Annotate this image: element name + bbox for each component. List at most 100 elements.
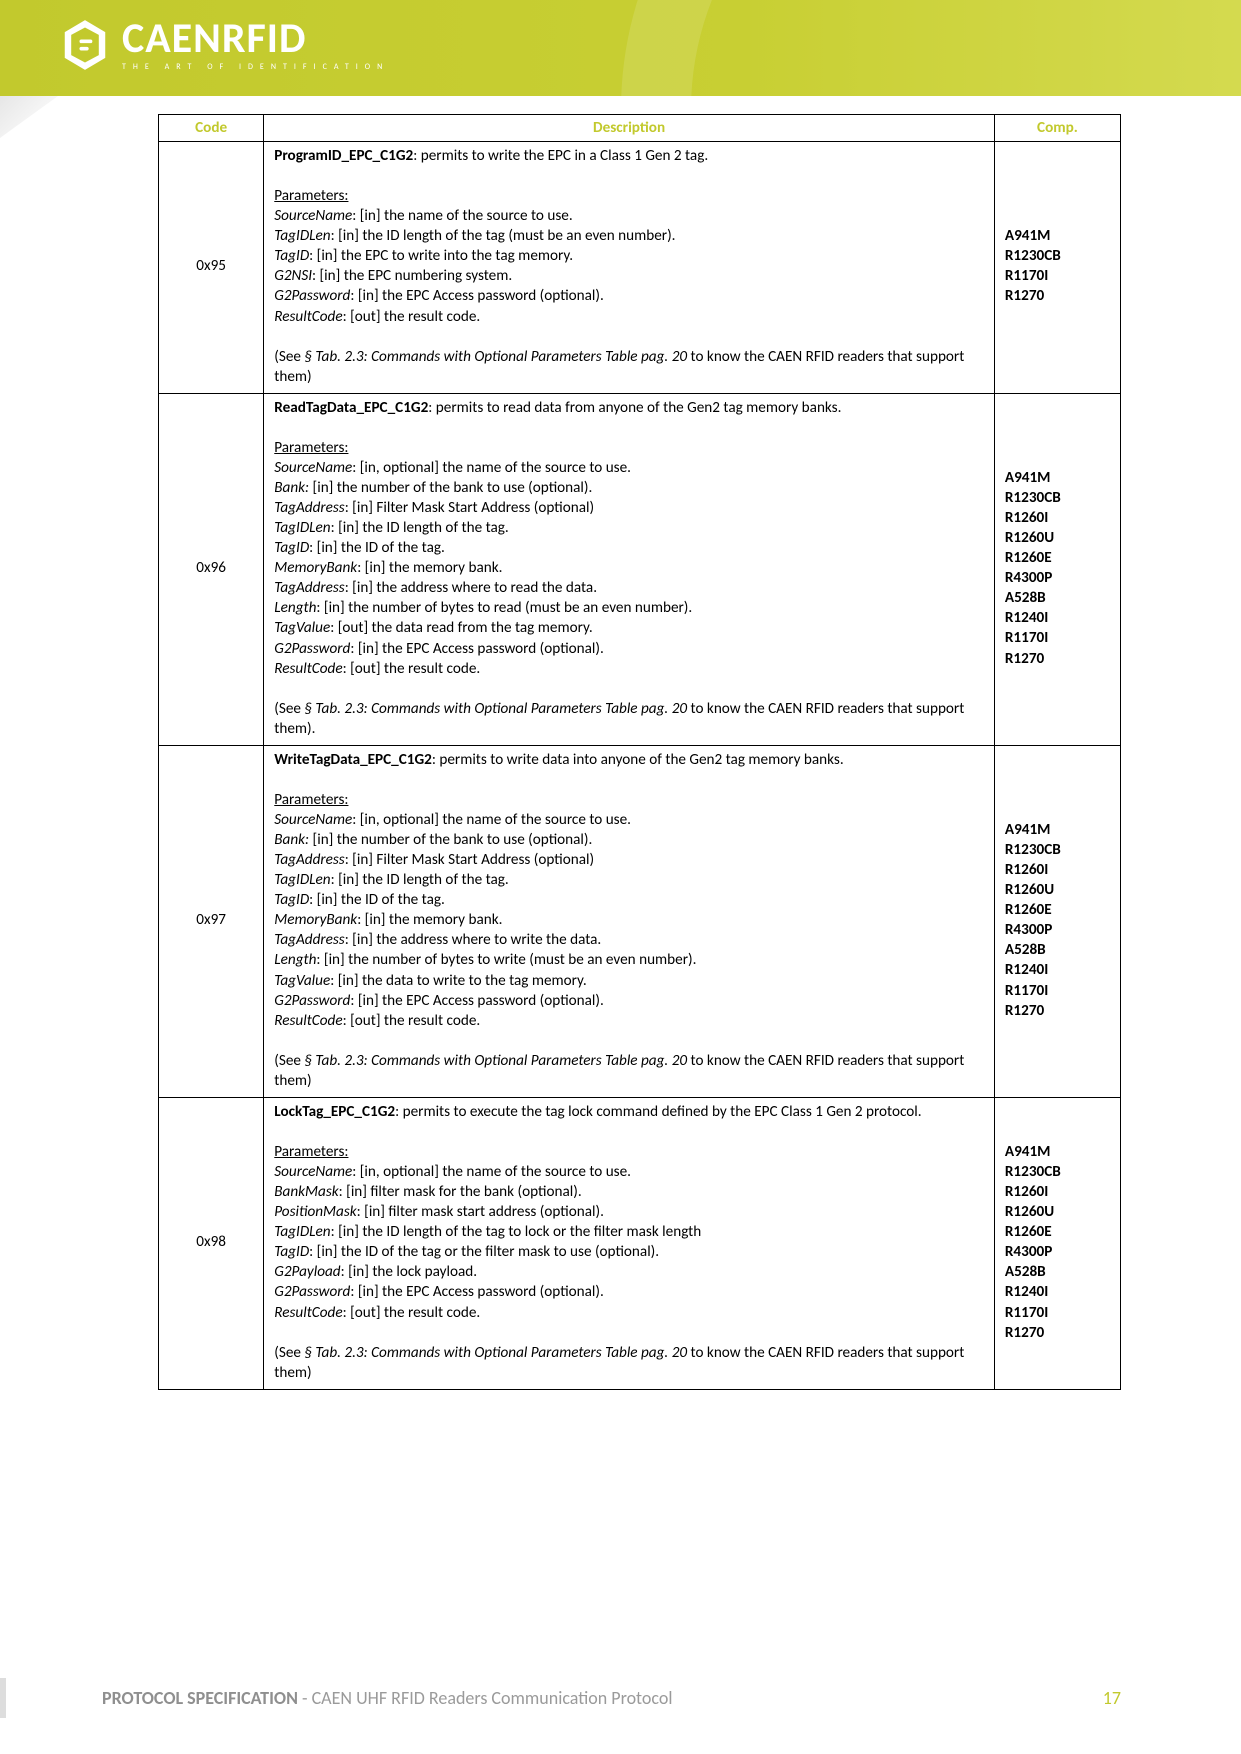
parameter-name: TagID [274,539,309,557]
parameter-line: G2Password: [in] the EPC Access password… [274,639,984,659]
parameter-line: TagIDLen: [in] the ID length of the tag … [274,1222,984,1242]
compatible-reader: R1270 [1005,286,1110,306]
parameter-name: Bank: [274,831,309,849]
compatible-reader: R1230CB [1005,488,1110,508]
parameter-line: Length: [in] the number of bytes to read… [274,598,984,618]
parameter-line: ResultCode: [out] the result code. [274,307,984,327]
parameter-line: ResultCode: [out] the result code. [274,1303,984,1323]
compatible-reader: A941M [1005,820,1110,840]
parameter-line: TagID: [in] the ID of the tag. [274,890,984,910]
see-note: (See § Tab. 2.3: Commands with Optional … [274,1051,984,1091]
parameter-name: TagAddress [274,499,344,517]
compatible-reader: R1240I [1005,608,1110,628]
command-title: LockTag_EPC_C1G2 [274,1103,395,1121]
parameters-header: Parameters: [274,438,984,458]
parameter-line: ResultCode: [out] the result code. [274,1011,984,1031]
page: CAENRFID THE ART OF IDENTIFICATION Code … [0,0,1241,1754]
compatible-reader: R1230CB [1005,840,1110,860]
parameter-line: TagValue: [out] the data read from the t… [274,618,984,638]
parameter-line: SourceName: [in, optional] the name of t… [274,458,984,478]
compatible-reader: R1240I [1005,1282,1110,1302]
parameter-name: TagIDLen [274,227,330,245]
see-reference: § Tab. 2.3: Commands with Optional Param… [304,1052,687,1070]
parameter-name: BankMask [274,1183,338,1201]
parameter-name: TagIDLen [274,871,330,889]
parameter-line: TagIDLen: [in] the ID length of the tag … [274,226,984,246]
parameter-line: G2Password: [in] the EPC Access password… [274,991,984,1011]
parameter-name: TagAddress [274,851,344,869]
parameter-name: G2Payload [274,1263,340,1281]
parameter-line: G2Payload: [in] the lock payload. [274,1262,984,1282]
page-footer: PROTOCOL SPECIFICATION - CAEN UHF RFID R… [0,1678,1241,1718]
parameter-name: TagIDLen [274,519,330,537]
compatible-reader: R4300P [1005,920,1110,940]
footer-rest: - CAEN UHF RFID Readers Communication Pr… [298,1687,673,1709]
parameter-line: SourceName: [in, optional] the name of t… [274,810,984,830]
compatible-reader: A528B [1005,1262,1110,1282]
compatible-reader: A528B [1005,588,1110,608]
parameter-name: G2Password [274,640,350,658]
parameter-name: Length [274,951,316,969]
footer-bold: PROTOCOL SPECIFICATION [102,1687,298,1709]
compatible-reader: R1260E [1005,900,1110,920]
parameter-name: G2Password [274,992,350,1010]
table-row: 0x98LockTag_EPC_C1G2: permits to execute… [159,1097,1121,1389]
parameter-name: MemoryBank [274,559,357,577]
compatible-reader: R1270 [1005,1323,1110,1343]
parameter-line: SourceName: [in, optional] the name of t… [274,1162,984,1182]
parameter-line: TagAddress: [in] Filter Mask Start Addre… [274,850,984,870]
parameter-line: TagIDLen: [in] the ID length of the tag. [274,518,984,538]
parameter-line: G2Password: [in] the EPC Access password… [274,286,984,306]
parameter-line: SourceName: [in] the name of the source … [274,206,984,226]
parameters-header: Parameters: [274,790,984,810]
see-note: (See § Tab. 2.3: Commands with Optional … [274,1343,984,1383]
code-cell: 0x96 [159,393,264,745]
parameter-name: Length [274,599,316,617]
compatible-reader: R1260I [1005,508,1110,528]
see-note: (See § Tab. 2.3: Commands with Optional … [274,699,984,739]
parameter-name: TagID [274,247,309,265]
see-reference: § Tab. 2.3: Commands with Optional Param… [304,348,687,366]
parameter-name: TagID [274,891,309,909]
parameter-line: ResultCode: [out] the result code. [274,659,984,679]
parameter-name: SourceName [274,811,352,829]
parameter-name: ResultCode [274,660,342,678]
compatible-reader: A528B [1005,940,1110,960]
parameter-name: TagValue [274,972,330,990]
compatibility-cell: A941MR1230CBR1170IR1270 [994,142,1120,394]
parameters-header: Parameters: [274,186,984,206]
parameter-line: PositionMask: [in] filter mask start add… [274,1202,984,1222]
code-cell: 0x97 [159,745,264,1097]
description-cell: ProgramID_EPC_C1G2: permits to write the… [264,142,995,394]
parameter-line: Bank: [in] the number of the bank to use… [274,478,984,498]
th-description: Description [264,115,995,142]
compatibility-cell: A941MR1230CBR1260IR1260UR1260ER4300PA528… [994,745,1120,1097]
compatible-reader: R1260I [1005,860,1110,880]
th-code: Code [159,115,264,142]
parameter-name: Bank: [274,479,309,497]
parameter-line: Length: [in] the number of bytes to writ… [274,950,984,970]
parameter-line: TagAddress: [in] the address where to re… [274,578,984,598]
compatible-reader: R1270 [1005,1001,1110,1021]
parameter-line: TagIDLen: [in] the ID length of the tag. [274,870,984,890]
parameter-line: TagAddress: [in] Filter Mask Start Addre… [274,498,984,518]
compatible-reader: R1170I [1005,266,1110,286]
table-row: 0x95ProgramID_EPC_C1G2: permits to write… [159,142,1121,394]
see-reference: § Tab. 2.3: Commands with Optional Param… [304,1344,687,1362]
compatible-reader: R1240I [1005,960,1110,980]
parameter-name: ResultCode [274,1304,342,1322]
parameter-name: SourceName [274,459,352,477]
logo: CAENRFID THE ART OF IDENTIFICATION [0,0,1241,72]
compatible-reader: R1260U [1005,880,1110,900]
parameter-line: TagID: [in] the EPC to write into the ta… [274,246,984,266]
command-title: ProgramID_EPC_C1G2 [274,147,413,165]
header-band: CAENRFID THE ART OF IDENTIFICATION [0,0,1241,96]
compatible-reader: R1260U [1005,1202,1110,1222]
parameter-line: TagID: [in] the ID of the tag or the fil… [274,1242,984,1262]
parameter-line: TagAddress: [in] the address where to wr… [274,930,984,950]
compatible-reader: A941M [1005,1142,1110,1162]
parameter-name: TagID [274,1243,309,1261]
compatible-reader: R1170I [1005,981,1110,1001]
footer-title: PROTOCOL SPECIFICATION - CAEN UHF RFID R… [102,1687,673,1709]
compatible-reader: R4300P [1005,1242,1110,1262]
